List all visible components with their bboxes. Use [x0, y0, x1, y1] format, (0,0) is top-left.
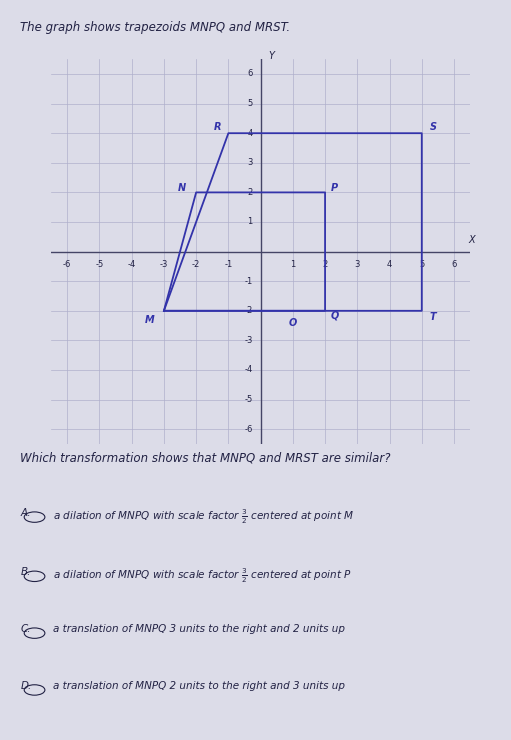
Text: 3: 3 — [247, 158, 252, 167]
Text: X: X — [469, 235, 475, 245]
Text: 6: 6 — [247, 70, 252, 78]
Text: S: S — [430, 122, 436, 132]
Text: O: O — [289, 317, 297, 328]
Text: C.: C. — [21, 624, 31, 633]
Text: R: R — [214, 122, 221, 132]
Text: a translation of MNPQ 3 units to the right and 2 units up: a translation of MNPQ 3 units to the rig… — [53, 624, 345, 633]
Text: 6: 6 — [451, 260, 457, 269]
Text: a dilation of MNPQ with scale factor $\frac{3}{2}$ centered at point P: a dilation of MNPQ with scale factor $\f… — [53, 567, 352, 585]
Text: Q: Q — [331, 310, 339, 320]
Text: 1: 1 — [290, 260, 295, 269]
Text: D.: D. — [21, 681, 32, 690]
Text: -4: -4 — [128, 260, 136, 269]
Text: 2: 2 — [247, 188, 252, 197]
Text: 4: 4 — [387, 260, 392, 269]
Text: 2: 2 — [322, 260, 328, 269]
Text: -6: -6 — [63, 260, 72, 269]
Text: -3: -3 — [244, 336, 252, 345]
Text: The graph shows trapezoids MNPQ and MRST.: The graph shows trapezoids MNPQ and MRST… — [20, 21, 291, 34]
Text: -1: -1 — [224, 260, 233, 269]
Text: B.: B. — [21, 567, 31, 577]
Text: -2: -2 — [244, 306, 252, 315]
Text: -6: -6 — [244, 425, 252, 434]
Text: a translation of MNPQ 2 units to the right and 3 units up: a translation of MNPQ 2 units to the rig… — [53, 681, 345, 690]
Text: Y: Y — [269, 51, 275, 61]
Text: 4: 4 — [247, 129, 252, 138]
Text: 5: 5 — [247, 99, 252, 108]
Text: N: N — [178, 183, 185, 193]
Text: 5: 5 — [419, 260, 425, 269]
Text: P: P — [331, 183, 338, 193]
Text: -5: -5 — [96, 260, 104, 269]
Text: 1: 1 — [247, 218, 252, 226]
Text: 3: 3 — [355, 260, 360, 269]
Text: A.: A. — [21, 508, 32, 518]
Text: -2: -2 — [192, 260, 200, 269]
Text: Which transformation shows that MNPQ and MRST are similar?: Which transformation shows that MNPQ and… — [20, 451, 391, 465]
Text: T: T — [430, 312, 436, 322]
Text: a dilation of MNPQ with scale factor $\frac{3}{2}$ centered at point M: a dilation of MNPQ with scale factor $\f… — [53, 508, 355, 526]
Text: -5: -5 — [244, 395, 252, 404]
Text: M: M — [145, 314, 154, 325]
Text: -4: -4 — [244, 366, 252, 374]
Text: -3: -3 — [160, 260, 168, 269]
Text: -1: -1 — [244, 277, 252, 286]
